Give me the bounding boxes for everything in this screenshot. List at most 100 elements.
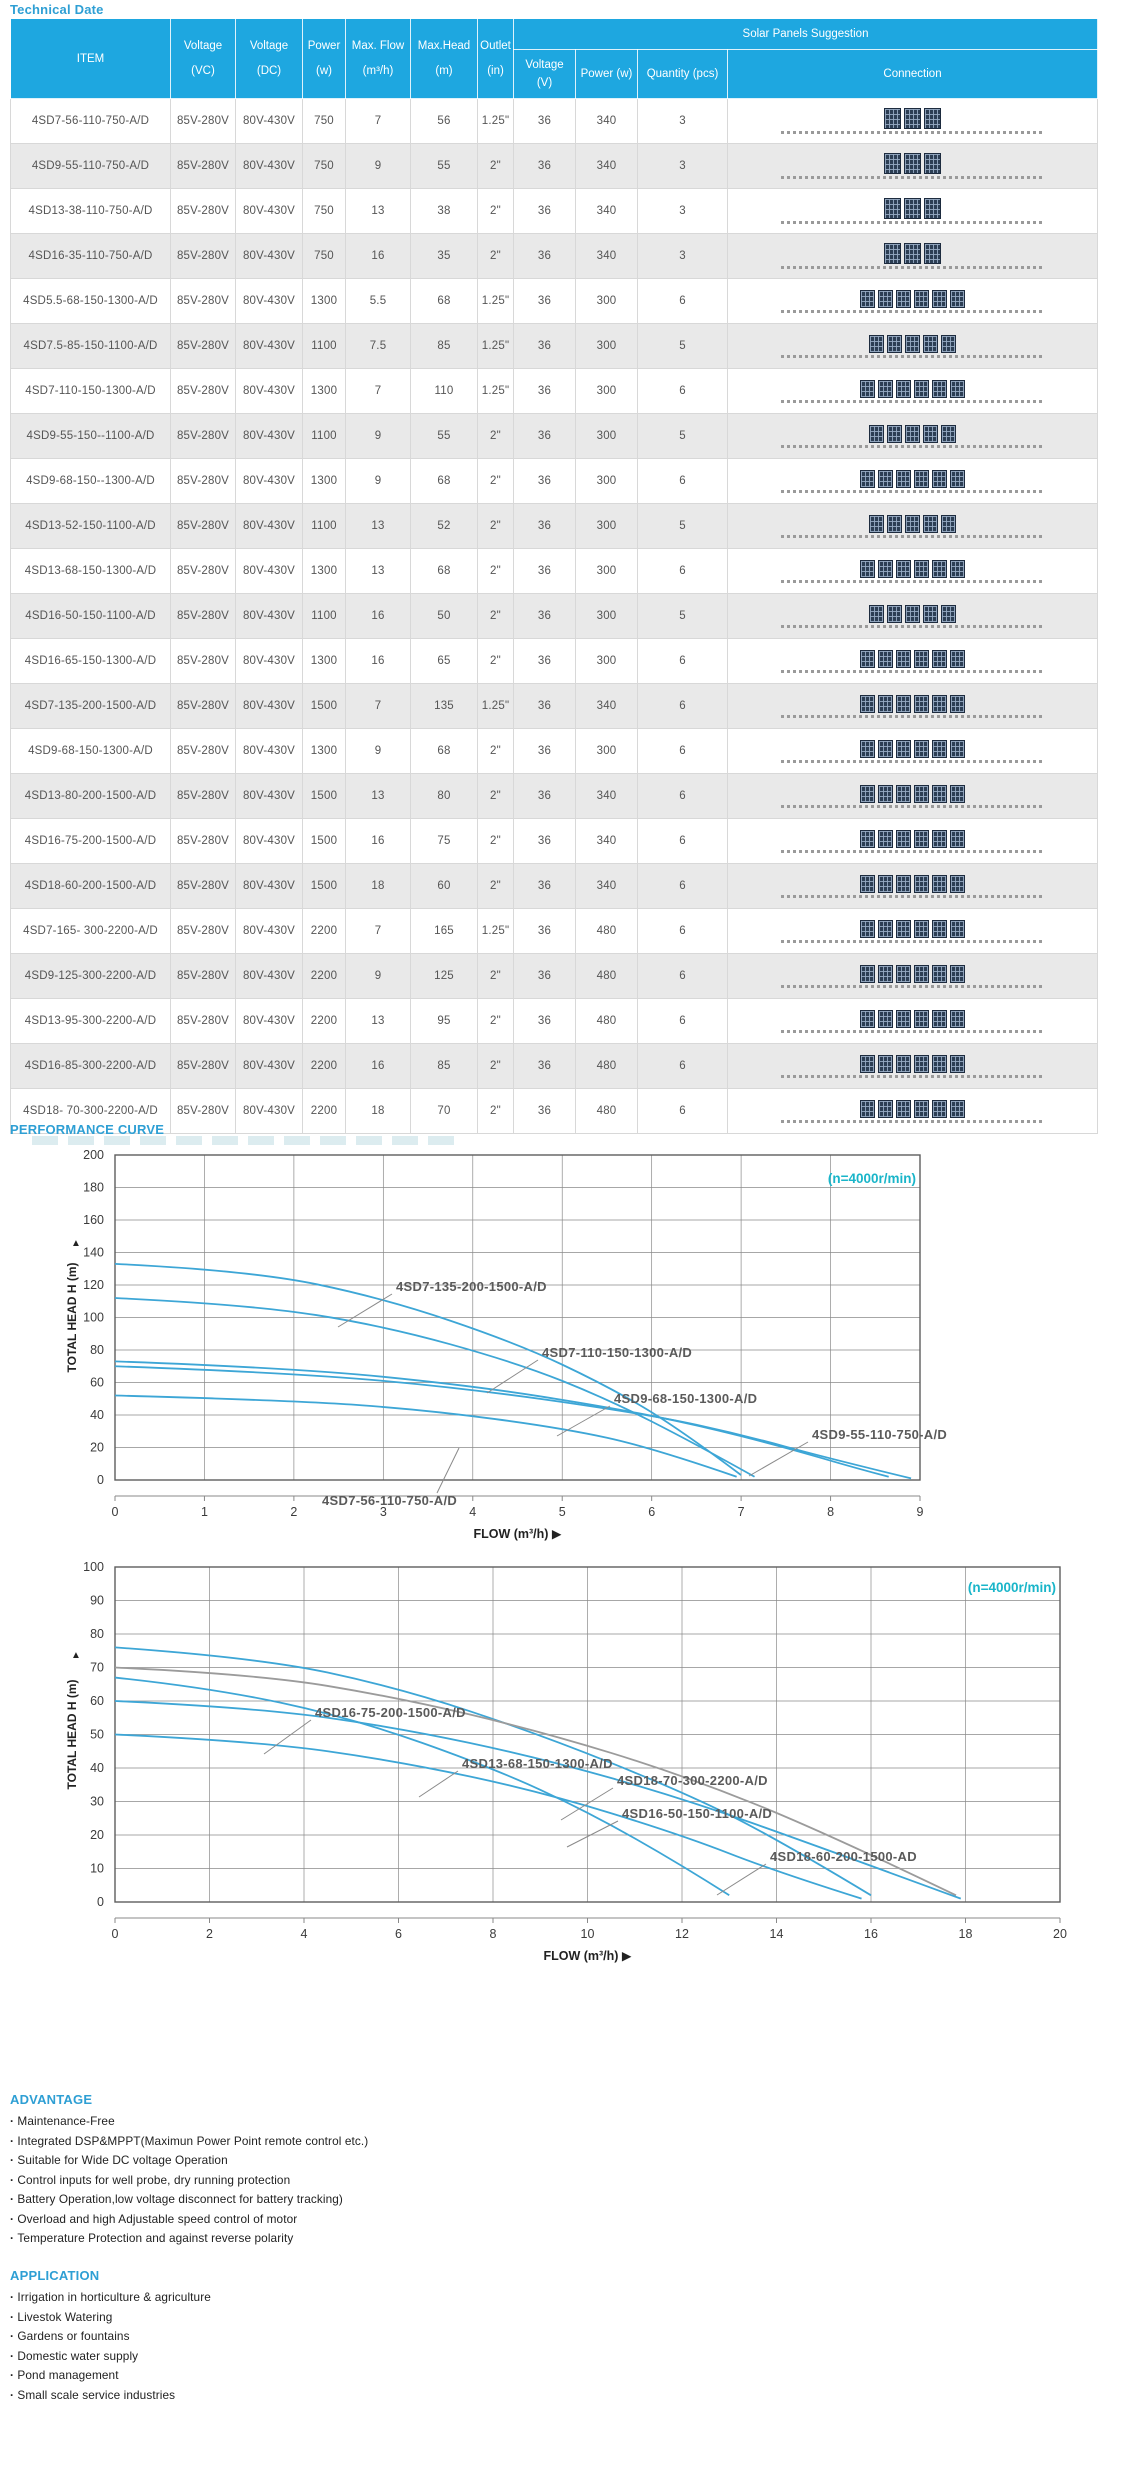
cell-solar-voltage: 36	[513, 98, 576, 144]
x-tick-label: 4	[301, 1927, 308, 1941]
cell-item: 4SD9-125-300-2200-A/D	[10, 953, 171, 999]
y-tick-label: 120	[83, 1278, 104, 1292]
cell-voltage-vc: 85V-280V	[170, 818, 236, 864]
cell-voltage-vc: 85V-280V	[170, 98, 236, 144]
curve-label: 4SD18-70-300-2200-A/D	[617, 1773, 768, 1788]
solar-panel-icons	[730, 784, 1095, 803]
col-voltage-dc: Voltage (DC)	[235, 18, 303, 99]
cell-item: 4SD18-60-200-1500-A/D	[10, 863, 171, 909]
solar-panel-icon	[914, 289, 929, 308]
cell-max-head: 60	[410, 863, 478, 909]
solar-panel-icon	[860, 739, 875, 758]
solar-panel-icon	[923, 424, 938, 443]
cell-solar-voltage: 36	[513, 503, 576, 549]
chart-svg: 0 10 20 30 40 50 60 70 80 90 100 0 2 4 6 8 10 12 14 16 18 20 F…	[65, 1560, 1067, 1963]
cell-voltage-vc: 85V-280V	[170, 953, 236, 999]
cell-voltage-dc: 80V-430V	[235, 458, 303, 504]
cell-max-head: 80	[410, 773, 478, 819]
panel-caption-marks	[781, 221, 1044, 224]
solar-panel-icon	[860, 1054, 875, 1073]
solar-panel-icon	[914, 739, 929, 758]
solar-panel-icons	[730, 379, 1095, 398]
solar-panel-icon	[932, 919, 947, 938]
table-row: 4SD16-35-110-750-A/D 85V-280V 80V-430V 750 1…	[10, 233, 1099, 279]
cell-solar-voltage: 36	[513, 143, 576, 189]
x-axis-title: FLOW (m³/h) ▶	[543, 1949, 631, 1963]
cell-max-head: 35	[410, 233, 478, 279]
solar-panel-icons	[730, 559, 1095, 578]
cell-power: 2200	[302, 1043, 346, 1089]
cell-power: 1300	[302, 458, 346, 504]
cell-outlet: 1.25"	[477, 908, 514, 954]
solar-panel-icons	[730, 919, 1095, 938]
solar-panel-icon	[884, 108, 901, 129]
cell-quantity: 6	[637, 863, 728, 909]
col-solar-power: Power (w)	[575, 49, 638, 99]
solar-panel-icons	[730, 424, 1095, 443]
cell-item: 4SD16-35-110-750-A/D	[10, 233, 171, 279]
solar-panel-icon	[878, 964, 893, 983]
cell-item: 4SD16-85-300-2200-A/D	[10, 1043, 171, 1089]
cell-outlet: 2"	[477, 863, 514, 909]
cell-voltage-vc: 85V-280V	[170, 1088, 236, 1134]
cell-outlet: 2"	[477, 1043, 514, 1089]
solar-panel-icons	[730, 1054, 1095, 1073]
curve-label: 4SD16-50-150-1100-A/D	[622, 1806, 772, 1821]
solar-panel-icon	[878, 739, 893, 758]
panel-caption-marks	[781, 309, 1044, 313]
table-row: 4SD7-135-200-1500-A/D 85V-280V 80V-430V 150…	[10, 683, 1099, 729]
curve-4SD13-68-150-1300-A/D	[114, 1676, 730, 1897]
cell-solar-power: 340	[575, 188, 638, 234]
solar-panel-icon	[914, 379, 929, 398]
cell-outlet: 2"	[477, 593, 514, 639]
solar-panel-icon	[914, 919, 929, 938]
application-item: Pond management	[10, 2366, 770, 2386]
cell-max-head: 85	[410, 1043, 478, 1089]
cell-outlet: 2"	[477, 1088, 514, 1134]
y-tick-label: 20	[90, 1441, 104, 1455]
cell-outlet: 2"	[477, 503, 514, 549]
advantage-section: ADVANTAGE Maintenance-FreeIntegrated DSP…	[10, 2092, 770, 2249]
cell-item: 4SD7-135-200-1500-A/D	[10, 683, 171, 729]
col-unit: (m)	[435, 65, 453, 77]
cell-quantity: 6	[637, 548, 728, 594]
cell-solar-voltage: 36	[513, 998, 576, 1044]
solar-panel-icon	[950, 829, 965, 848]
cell-power: 750	[302, 233, 346, 279]
solar-panel-icon	[860, 289, 875, 308]
cell-power: 750	[302, 188, 346, 234]
solar-panel-icon	[932, 1054, 947, 1073]
cell-item: 4SD9-68-150--1300-A/D	[10, 458, 171, 504]
x-tick-label: 5	[559, 1505, 566, 1519]
cell-solar-voltage: 36	[513, 1088, 576, 1134]
cell-connection	[726, 98, 1099, 144]
cell-outlet: 1.25"	[477, 683, 514, 729]
cell-solar-power: 340	[575, 818, 638, 864]
solar-panel-icon	[896, 649, 911, 668]
curve-4SD7-56-110-750-A/D	[114, 1394, 737, 1478]
solar-panel-icon	[914, 1099, 929, 1118]
cell-max-head: 110	[410, 368, 478, 414]
cell-max-flow: 16	[345, 818, 411, 864]
x-tick-label: 1	[201, 1505, 208, 1519]
cell-voltage-dc: 80V-430V	[235, 143, 303, 189]
col-label: Max. Flow	[351, 40, 405, 52]
y-axis-title: TOTAL HEAD H (m)	[65, 1679, 79, 1789]
advantage-item: Integrated DSP&MPPT(Maximun Power Point …	[10, 2132, 770, 2152]
solar-panel-icons	[730, 874, 1095, 893]
panel-caption-marks	[781, 714, 1044, 718]
solar-panel-icons	[730, 739, 1095, 758]
chart-svg: 0 20 40 60 80 100 120 140 160 180 200 0 1 2 3 4 5 6 7 8 9 FLO…	[65, 1148, 947, 1541]
panel-caption-marks	[781, 354, 1044, 358]
y-tick-label: 0	[97, 1895, 104, 1909]
cell-quantity: 6	[637, 818, 728, 864]
cell-outlet: 1.25"	[477, 368, 514, 414]
solar-panel-icon	[904, 108, 921, 129]
cell-connection	[726, 773, 1099, 819]
solar-panel-icon	[896, 1054, 911, 1073]
cell-voltage-dc: 80V-430V	[235, 98, 303, 144]
solar-panel-icon	[923, 604, 938, 623]
application-heading: APPLICATION	[10, 2268, 100, 2283]
table-row: 4SD13-68-150-1300-A/D 85V-280V 80V-430V 130…	[10, 548, 1099, 594]
solar-panel-icon	[932, 874, 947, 893]
